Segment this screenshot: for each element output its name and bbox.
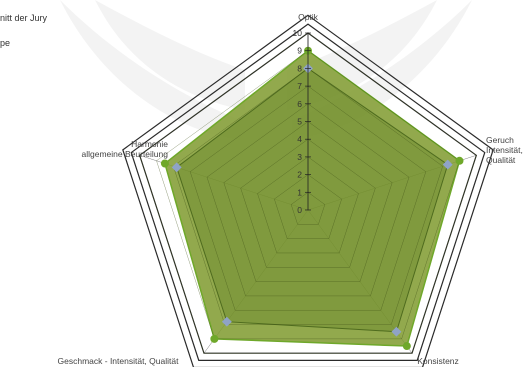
radial-tick-label: 9 xyxy=(297,46,302,56)
grid-ring xyxy=(139,32,477,354)
radial-tick-label: 3 xyxy=(297,152,302,162)
radial-tick-label: 1 xyxy=(297,187,302,197)
grid-ring xyxy=(257,156,359,254)
radial-tick-label: 8 xyxy=(297,63,302,73)
legend-series-b: pe xyxy=(0,38,11,48)
axis-label: Konsistenz xyxy=(417,356,459,366)
radar-axis: 0 1 2 3 4 5 6 7 8 9 10 xyxy=(293,28,311,215)
radial-tick-label: 0 xyxy=(297,205,302,215)
radial-tick-label: 2 xyxy=(297,170,302,180)
axis-label-line: Optik xyxy=(298,12,319,22)
axis-label-line: Geschmack - Intensität, Qualität xyxy=(58,356,180,366)
radial-tick-label: 7 xyxy=(297,81,302,91)
radial-tick-label: 10 xyxy=(293,28,303,38)
series-a-point xyxy=(160,159,169,168)
series-b-point xyxy=(391,326,402,337)
radar-labels: Optik Geruch Intensität, Qualität Konsistenz… xyxy=(58,12,523,366)
grid-ring xyxy=(189,85,427,311)
axis-label: Geruch Intensität, Qualität xyxy=(486,135,523,165)
grid-ring xyxy=(156,50,460,340)
grid-ring xyxy=(173,68,443,325)
axis-label-line: Intensität, xyxy=(486,145,523,155)
axis-label-line: Harmonie xyxy=(131,139,168,149)
radial-tick-label: 6 xyxy=(297,99,302,109)
series-b-point xyxy=(442,159,453,170)
grid-ring xyxy=(206,103,410,297)
series-a-point xyxy=(210,334,219,343)
outer-frame-ring xyxy=(130,23,486,361)
series-b-point xyxy=(221,316,232,327)
series-b-area xyxy=(176,67,449,333)
axis-label-line: Konsistenz xyxy=(417,356,459,366)
axis-label: Geschmack - Intensität, Qualität xyxy=(58,356,180,366)
axis-label-line: Geruch xyxy=(486,135,514,145)
axis-label-line: Qualität xyxy=(486,155,516,165)
series-a-point xyxy=(455,156,464,165)
grid-ring xyxy=(223,121,393,282)
series-a-point xyxy=(402,342,411,351)
axis-label: Harmonie allgemeine Beurteilung xyxy=(82,139,169,159)
radial-tick-label: 4 xyxy=(297,134,302,144)
grid-ring xyxy=(274,174,342,239)
radial-tick-label: 5 xyxy=(297,117,302,127)
grid-ring xyxy=(290,191,326,225)
outer-frame-ring xyxy=(122,14,494,367)
series-b-point xyxy=(171,162,182,173)
radar-series xyxy=(139,32,477,354)
axis-label-line: allgemeine Beurteilung xyxy=(82,149,169,159)
axis-label: Optik xyxy=(298,12,319,22)
legend-series-a: nitt der Jury xyxy=(0,13,48,23)
grid-ring xyxy=(240,138,376,268)
